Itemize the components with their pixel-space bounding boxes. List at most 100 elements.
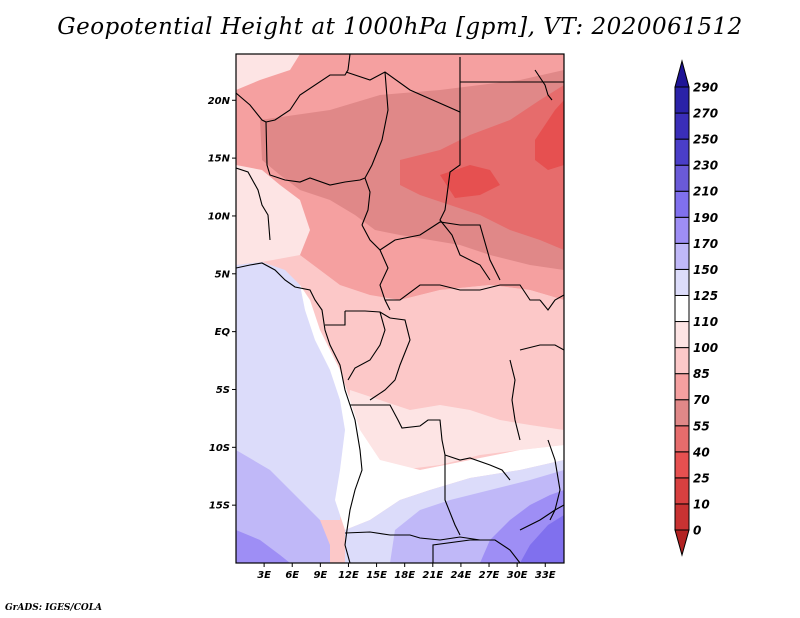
colorbar-swatch [674, 373, 690, 401]
field-west-light [236, 165, 310, 265]
colorbar-swatch [674, 425, 690, 453]
border-gabon-cameroon [345, 310, 391, 319]
border-gabon-congo [347, 311, 386, 381]
x-tick-label: 9E [313, 570, 327, 581]
field-sw-190 [236, 530, 290, 563]
border-libya [345, 57, 461, 113]
colorbar-label: 55 [693, 419, 710, 433]
field-nw-light [236, 54, 300, 90]
field-core-40-b [535, 100, 564, 170]
y-tick-label: 20N [208, 96, 231, 107]
x-tick-label: 24E [451, 570, 472, 581]
y-tick-label: 10N [208, 211, 231, 222]
colorbar-swatch [674, 112, 690, 140]
geopotential-field [236, 54, 564, 563]
grads-credit: GrADS: IGES/COLA [5, 603, 103, 613]
colorbar-swatch [674, 451, 690, 479]
x-axis: 3E 6E 9E 12E 15E 18E 21E 24E 27E 30E 33E [257, 563, 556, 581]
chart-title: Geopotential Height at 1000hPa [gpm], VT… [57, 14, 743, 40]
border-zambia-south [432, 539, 521, 563]
colorbar-label: 10 [693, 497, 710, 511]
colorbar-label: 85 [693, 367, 710, 381]
border-algeria-niger [265, 54, 351, 123]
border-malawi [547, 439, 561, 521]
colorbar-label: 110 [693, 315, 718, 329]
coastline-gulf-guinea [236, 262, 351, 406]
border-niger-chad [361, 71, 389, 226]
x-tick-label: 18E [394, 570, 415, 581]
colorbar-extend-low [674, 529, 690, 557]
x-tick-label: 33E [535, 570, 556, 581]
field-congo [310, 285, 564, 430]
colorbar-swatch [674, 503, 690, 531]
colorbar-label: 210 [693, 185, 718, 199]
border-uganda [539, 294, 564, 311]
y-tick-label: EQ [215, 327, 231, 338]
field-band-55 [400, 85, 564, 250]
border-angola-zambia [444, 455, 461, 536]
y-axis: 20N 15N 10N 5N EQ 5S 10S 15S [208, 96, 236, 512]
colorbar-swatch [674, 399, 690, 427]
x-tick-label: 27E [479, 570, 500, 581]
colorbar-label: 190 [693, 211, 718, 225]
colorbar-label: 230 [693, 159, 718, 173]
y-tick-label: 5N [215, 269, 231, 280]
field-band-110 [345, 390, 564, 470]
x-tick-label: 6E [285, 570, 299, 581]
colorbar-label: 150 [693, 263, 718, 277]
field-core-40-a [440, 165, 500, 198]
colorbar-swatch [674, 242, 690, 270]
x-tick-label: 3E [257, 570, 271, 581]
border-benin-togo [236, 167, 271, 241]
colorbar-label: 250 [693, 133, 718, 147]
y-tick-label: 5S [216, 385, 230, 396]
border-car-sudan [379, 221, 501, 281]
field-sw-170 [236, 450, 330, 563]
x-tick-label: 30E [507, 570, 528, 581]
border-angola-namibia [344, 531, 481, 541]
colorbar: 0 10 25 40 55 70 85 100 110 125 150 170 190 210 230 250… [674, 59, 718, 557]
border-eq-guinea [325, 311, 346, 326]
x-tick-label: 15E [366, 570, 387, 581]
border-car-drc [385, 284, 540, 301]
colorbar-swatch [674, 86, 690, 114]
x-tick-label: 21E [422, 570, 443, 581]
field-ocean [236, 262, 350, 520]
colorbar-swatch [674, 268, 690, 296]
colorbar-label: 40 [692, 445, 710, 459]
border-rwanda-tanzania [519, 344, 564, 351]
colorbar-swatch [674, 216, 690, 244]
colorbar-swatch [674, 347, 690, 375]
border-mali-niger-nigeria [236, 92, 366, 186]
field-band-210 [520, 515, 564, 563]
colorbar-label: 125 [693, 289, 718, 303]
colorbar-swatch [674, 321, 690, 349]
colorbar-swatch [674, 477, 690, 505]
colorbar-label: 0 [693, 524, 701, 538]
colorbar-swatch [674, 190, 690, 218]
colorbar-label: 170 [693, 237, 718, 251]
border-congo-drc [369, 317, 411, 401]
x-tick-label: 12E [338, 570, 359, 581]
colorbar-extend-high [674, 59, 690, 88]
colorbar-label: 25 [693, 471, 710, 485]
colorbar-label: 270 [693, 107, 718, 121]
y-tick-label: 15S [209, 501, 230, 512]
border-zimbabwe [519, 504, 564, 531]
colorbar-swatch [674, 294, 690, 323]
colorbar-label: 100 [693, 341, 718, 355]
colorbar-label: 290 [693, 81, 718, 95]
colorbar-label: 70 [693, 393, 710, 407]
border-chad-sudan [439, 112, 491, 281]
colorbar-swatch [674, 138, 690, 166]
map-frame [235, 53, 565, 564]
coastline-angola [344, 404, 363, 563]
y-tick-label: 10S [209, 443, 230, 454]
lake-nasser [534, 69, 553, 101]
y-tick-label: 15N [208, 154, 231, 165]
border-angola-drc [350, 404, 511, 481]
country-borders [236, 54, 564, 563]
lake-tanganyika-border [509, 359, 521, 441]
colorbar-swatch [674, 164, 690, 192]
